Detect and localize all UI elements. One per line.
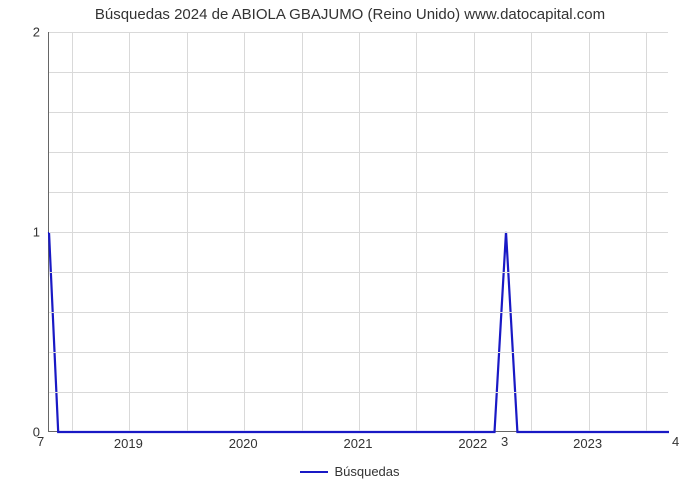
legend-swatch: [300, 471, 328, 473]
x-tick-label: 2023: [573, 436, 602, 451]
chart-title: Búsquedas 2024 de ABIOLA GBAJUMO (Reino …: [0, 6, 700, 23]
gridline-horizontal: [49, 152, 668, 153]
x-tick-label: 2020: [229, 436, 258, 451]
gridline-horizontal: [49, 352, 668, 353]
legend-label: Búsquedas: [334, 464, 399, 479]
gridline-horizontal: [49, 32, 668, 33]
gridline-horizontal: [49, 112, 668, 113]
x-tick-label: 2021: [344, 436, 373, 451]
legend: Búsquedas: [0, 463, 700, 479]
y-tick-label: 2: [10, 25, 40, 40]
x-tick-label: 2019: [114, 436, 143, 451]
line-chart: Búsquedas 2024 de ABIOLA GBAJUMO (Reino …: [0, 0, 700, 500]
y-tick-label: 1: [10, 225, 40, 240]
plot-area: [48, 32, 668, 432]
x-tick-label: 2022: [458, 436, 487, 451]
corner-label-bottom-left: 7: [37, 434, 44, 449]
corner-label-bottom-right: 4: [672, 434, 679, 449]
gridline-horizontal: [49, 272, 668, 273]
gridline-horizontal: [49, 192, 668, 193]
corner-label-under-peak: 3: [501, 434, 508, 449]
gridline-horizontal: [49, 72, 668, 73]
gridline-horizontal: [49, 312, 668, 313]
y-tick-label: 0: [10, 425, 40, 440]
gridline-horizontal: [49, 232, 668, 233]
gridline-horizontal: [49, 392, 668, 393]
